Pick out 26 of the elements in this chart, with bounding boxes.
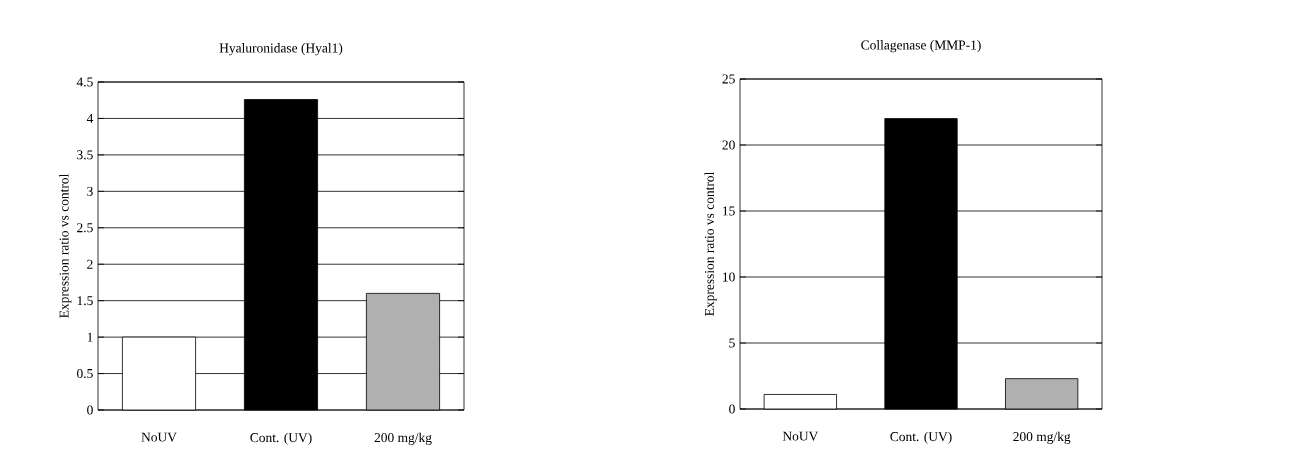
y-tick-label: 4.5 [76, 77, 93, 87]
x-tick-label: NoUV [141, 432, 177, 442]
y-tick-label: 2.5 [77, 223, 93, 233]
y-tick-label: 3 [87, 186, 93, 196]
y-tick-label: 25 [722, 74, 735, 84]
y-tick-label: 20 [722, 140, 735, 150]
y-tick-label: 1.5 [77, 296, 93, 306]
x-tick-label: Cont. (UV) [890, 431, 952, 444]
y-tick-label: 1 [87, 332, 93, 342]
y-tick-label: 4 [86, 114, 94, 123]
y-tick-label: 0 [87, 405, 93, 415]
y-tick-label: 0.5 [77, 368, 93, 379]
y-axis-title: Expression ratio vs control [704, 171, 717, 316]
chart-title: Hyaluronidase (Hyal1) [219, 43, 343, 56]
x-tick-label: Cont. (UV) [250, 432, 312, 445]
y-axis-title: Expression ratio vs control [59, 173, 72, 318]
x-tick-label: 200 mg/kg [374, 432, 432, 445]
y-tick-label: 2 [87, 259, 93, 269]
x-tick-label: 200 mg/kg [1013, 431, 1071, 444]
y-tick-label: 15 [723, 206, 735, 216]
y-tick-label: 10 [723, 272, 735, 282]
y-tick-label: 5 [729, 338, 735, 348]
y-tick-label: 0 [729, 404, 735, 414]
y-tick-label: 3.5 [77, 150, 93, 160]
chart-title: Collagenase (MMP-1) [861, 40, 981, 53]
x-tick-label: NoUV [782, 431, 819, 441]
